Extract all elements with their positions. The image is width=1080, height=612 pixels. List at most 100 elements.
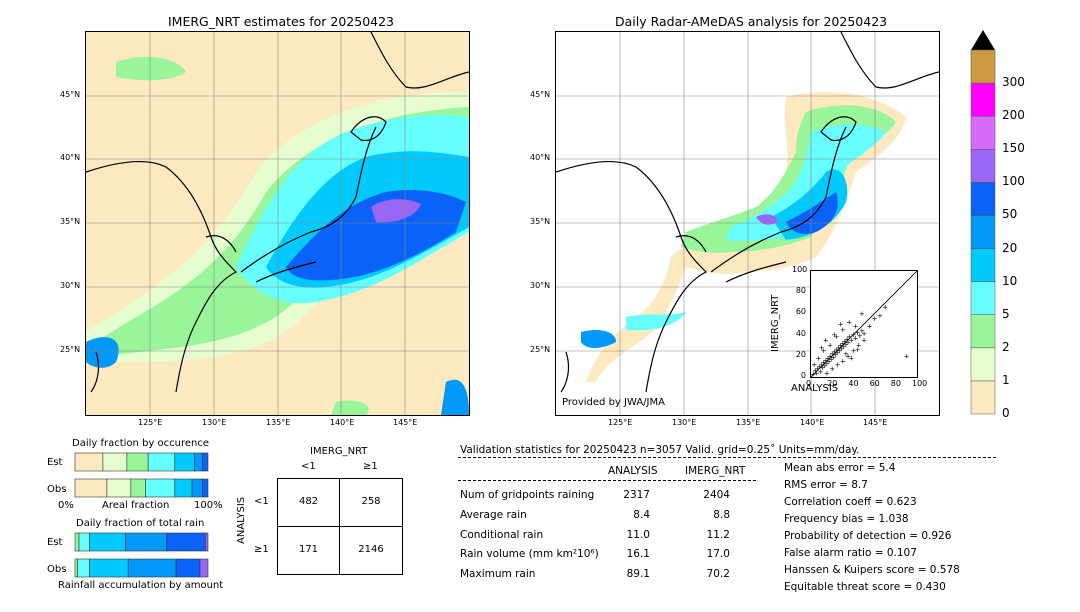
scatter-ytick: 80 [795, 286, 806, 296]
validation-header: Validation statistics for 20250423 n=305… [460, 444, 860, 456]
total-rain-row-obs: Obs [47, 564, 67, 575]
colorbar-tick-label: 10 [1002, 273, 1018, 288]
scatter-point: + [822, 362, 828, 370]
imerg-lat-label: 25°N [60, 345, 81, 354]
score-line: Frequency bias = 1.038 [784, 513, 909, 525]
score-line: Correlation coeff = 0.623 [784, 496, 917, 508]
scatter-point: + [828, 355, 834, 363]
scatter-point: + [817, 363, 823, 371]
occurrence-row-obs: Obs [47, 484, 67, 495]
scatter-point: + [832, 351, 838, 359]
scatter-point: + [838, 321, 844, 329]
scatter-point: + [850, 331, 856, 339]
imerg-rain-bands [86, 56, 469, 415]
score-line: Mean abs error = 5.4 [784, 462, 896, 474]
scatter-point: + [850, 347, 856, 355]
occurrence-axis-mid: Areal fraction [102, 500, 170, 511]
scatter-point: + [829, 350, 835, 358]
radar-lat-label: 30°N [530, 281, 551, 290]
scatter-point: + [834, 333, 840, 341]
colorbar-extend-arrow [971, 30, 995, 50]
colorbar-tick-label: 50 [1002, 207, 1018, 222]
radar-lon-label: 125°E [608, 418, 633, 427]
scatter-point: + [815, 354, 821, 362]
scatter-point: + [811, 370, 816, 377]
scatter-xtick: 40 [848, 379, 859, 388]
validation-subdivider [458, 480, 756, 481]
scatter-point: + [845, 339, 851, 347]
scatter-point: + [841, 343, 847, 351]
colorbar-segment [970, 248, 996, 282]
score-line: Probability of detection = 0.926 [784, 530, 952, 542]
scatter-point: + [846, 333, 852, 341]
radar-lon-label: 130°E [672, 418, 697, 427]
scatter-point: + [829, 365, 835, 373]
scatter-point: + [823, 336, 829, 344]
score-line: Equitable threat score = 0.430 [784, 581, 946, 593]
occurrence-axis-right: 100% [194, 500, 223, 511]
imerg-lat-label: 40°N [60, 153, 81, 162]
colorbar [970, 30, 996, 415]
contingency-cell: 171 [298, 544, 319, 555]
stat-label: Rain volume (mm km²10⁶) [460, 548, 599, 560]
imerg-lon-label: 145°E [393, 418, 418, 427]
scatter-point: + [831, 348, 837, 356]
scatter-point: + [842, 337, 848, 345]
contingency-cell: 2146 [358, 544, 384, 555]
scatter-point: + [853, 334, 859, 342]
occurrence-row-est: Est [47, 457, 63, 468]
scatter-point: + [877, 312, 883, 320]
contingency-row-label: ≥1 [254, 544, 269, 555]
contingency-cell: 482 [298, 496, 319, 507]
scatter-xtick: 60 [869, 379, 880, 388]
scatter-point: + [831, 331, 837, 339]
scatter-point: + [855, 329, 861, 337]
colorbar-segment [970, 380, 996, 415]
scatter-point: + [848, 336, 854, 344]
scatter-plot-area: + + + + + + + + + + + + + + + + + + + + + + + + + + + + + + + + + + + + + + + +… [810, 270, 918, 378]
scatter-point: + [837, 347, 843, 355]
scatter-point: + [823, 357, 829, 365]
scatter-point: + [872, 315, 878, 323]
contingency-row-title: ANALYSIS [236, 496, 247, 544]
colorbar-tick-label: 200 [1002, 108, 1025, 123]
scatter-point: + [840, 340, 846, 348]
contingency-cell: 258 [361, 496, 381, 507]
scatter-point: + [839, 345, 845, 353]
colorbar-tick-label: 5 [1002, 306, 1010, 321]
radar-coastlines [556, 32, 939, 393]
radar-lon-label: 145°E [863, 418, 888, 427]
scatter-point: + [853, 323, 859, 331]
total-rain-title: Daily fraction of total rain [76, 518, 205, 529]
stat-label: Num of gridpoints raining [460, 489, 595, 501]
score-line: Hanssen & Kuipers score = 0.578 [784, 564, 960, 576]
stat-imerg: 8.8 [713, 509, 730, 521]
fraction-bar-segment [125, 532, 168, 552]
scatter-point: + [819, 361, 825, 369]
validation-col-imerg: IMERG_NRT [685, 465, 746, 477]
scatter-point: + [844, 335, 850, 343]
fraction-bar-segment [202, 478, 209, 498]
one-to-one-line [810, 270, 918, 378]
colorbar-segment [970, 182, 996, 216]
fraction-bar-segment [175, 558, 201, 578]
imerg-lon-label: 135°E [266, 418, 291, 427]
scatter-point: + [821, 359, 827, 367]
fraction-bar-segment [191, 478, 203, 498]
scatter-point: + [840, 326, 846, 334]
fraction-bar-segment [102, 452, 128, 472]
imerg-map-title: IMERG_NRT estimates for 20250423 [168, 14, 395, 29]
scatter-point: + [843, 350, 849, 358]
colorbar-segment [970, 82, 996, 117]
score-line: RMS error = 8.7 [784, 479, 868, 491]
total-rain-footer: Rainfall accumulation by amount [58, 580, 224, 591]
radar-precip-field [556, 32, 939, 415]
fraction-bar-segment [194, 452, 203, 472]
imerg-map-panel [85, 31, 470, 416]
radar-rain-bands [581, 92, 906, 383]
scatter-point: + [866, 323, 872, 331]
score-line: False alarm ratio = 0.107 [784, 547, 917, 559]
scatter-ylabel: IMERG_NRT [770, 294, 781, 352]
scatter-xtick: 100 [912, 379, 928, 388]
colorbar-segment [970, 49, 996, 84]
